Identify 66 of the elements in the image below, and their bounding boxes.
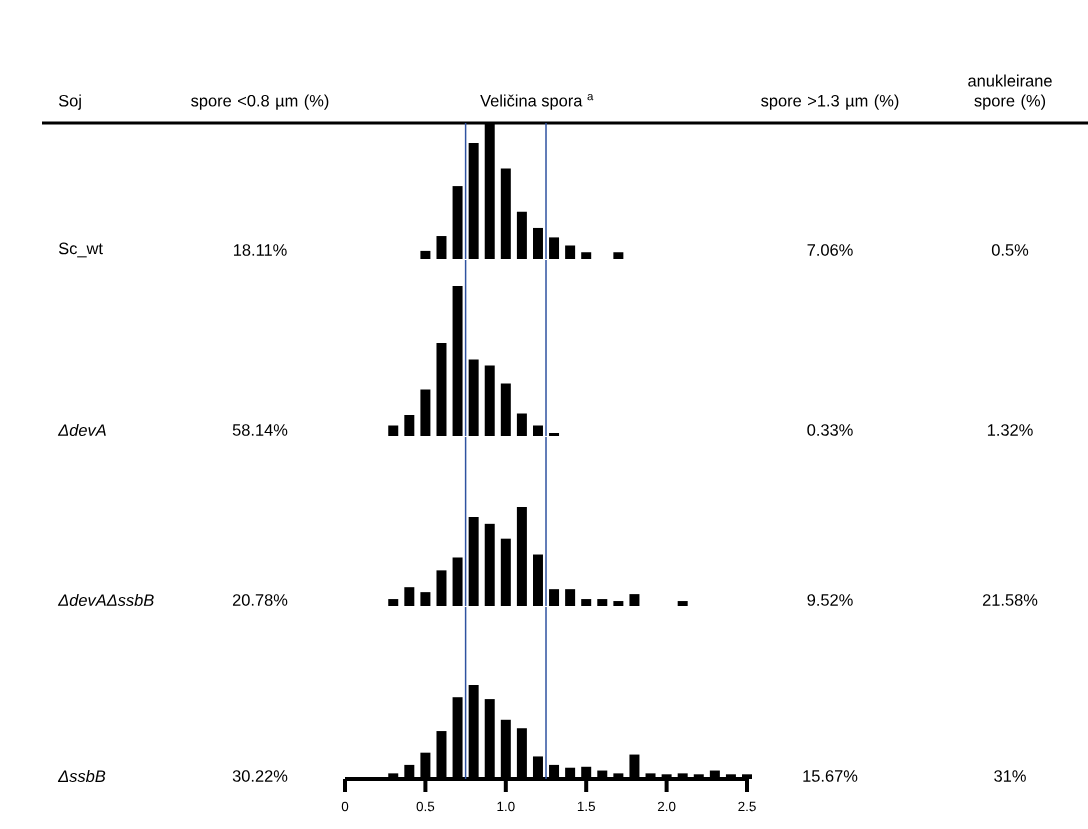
y-axis-title: ΔssbB [57, 769, 106, 783]
text: 0.33% [807, 424, 853, 436]
x-tick-label: 2.0 [657, 801, 676, 812]
bar [436, 236, 447, 259]
text: 7.06% [807, 244, 853, 256]
text: 31% [994, 770, 1026, 782]
bar [581, 252, 592, 259]
bar [581, 599, 592, 606]
bar [549, 237, 560, 259]
bar [516, 507, 527, 606]
y-axis-title: ΔdevA [57, 423, 106, 437]
y-axis-title: ΔdevAΔssbB [57, 593, 154, 607]
bar [549, 433, 560, 436]
bar [452, 557, 463, 606]
bar [565, 245, 576, 259]
text: 58.14% [232, 424, 288, 436]
bar [420, 592, 431, 606]
text: Veličina spora $^{a}$ [480, 93, 594, 110]
bar [452, 186, 463, 259]
y-axis-title: Sc_wt [58, 242, 103, 258]
text: Soj [58, 94, 81, 110]
bar [404, 415, 415, 436]
text: spore <0.8 µm (%) [191, 94, 329, 110]
bar [388, 599, 399, 606]
bar [484, 365, 495, 436]
x-tick-label: 2.5 [738, 801, 756, 812]
text: 15.67% [803, 770, 858, 782]
bar [500, 168, 511, 259]
bar [468, 516, 479, 606]
text: anukleirane spore (%) [968, 74, 1052, 110]
bar [420, 250, 431, 259]
text: 1.32% [987, 424, 1033, 436]
bar [404, 587, 415, 606]
bar [468, 142, 479, 259]
x-tick-label: 1.0 [497, 801, 515, 812]
bar [500, 383, 511, 436]
bar [597, 599, 608, 606]
bar [532, 227, 543, 259]
bar [468, 359, 479, 436]
text: 21.58% [982, 594, 1038, 606]
text: 9.52% [807, 594, 853, 606]
text: 18.11% [233, 244, 287, 256]
bar [500, 538, 511, 606]
bar [629, 594, 640, 606]
bar [516, 211, 527, 259]
text: 0.5% [991, 244, 1029, 256]
bar [532, 554, 543, 606]
x-tick-label: 0 [341, 801, 349, 812]
text: spore >1.3 µm (%) [761, 94, 899, 110]
bar [452, 285, 463, 436]
x-tick-label: 1.5 [577, 801, 595, 812]
text: 20.78% [232, 594, 288, 606]
bar [484, 523, 495, 606]
x-tick-label: 0.5 [416, 801, 435, 812]
bar [532, 425, 543, 436]
bar [565, 589, 576, 606]
bar [388, 425, 399, 436]
text: 30.22% [232, 770, 288, 782]
bar [613, 601, 624, 606]
bar [516, 413, 527, 436]
bar [613, 252, 624, 259]
bar [549, 589, 560, 606]
bar [436, 343, 447, 436]
bar [420, 389, 431, 436]
bar [677, 601, 688, 606]
bar [436, 570, 447, 606]
